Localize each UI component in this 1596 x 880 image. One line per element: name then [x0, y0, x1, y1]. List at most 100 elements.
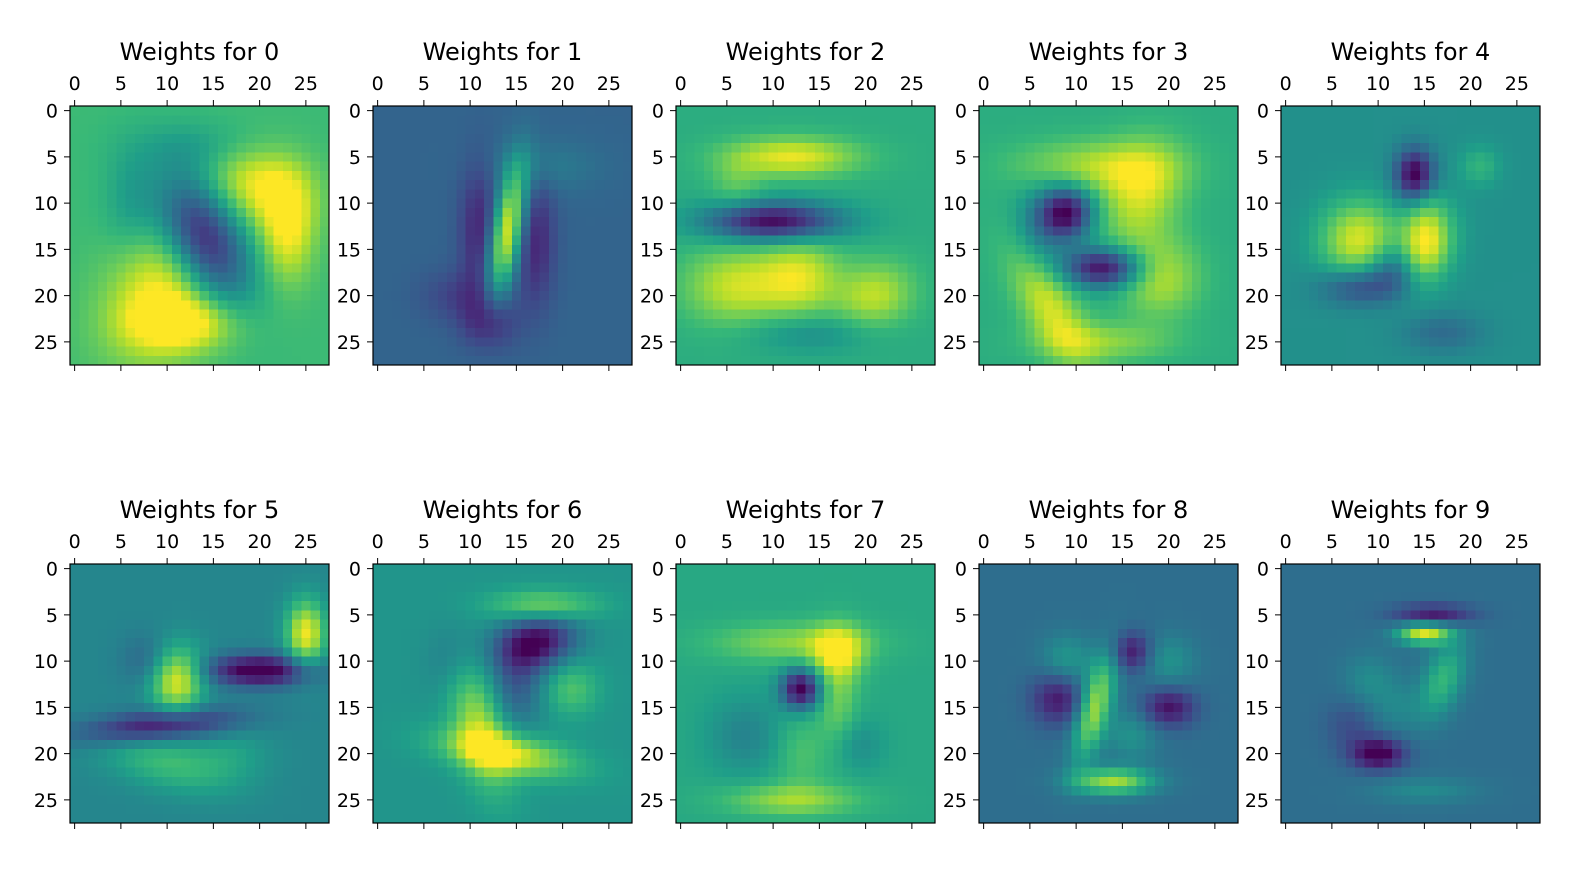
heatmap-cell: [301, 767, 311, 778]
heatmap-cell: [1299, 291, 1310, 301]
heatmap-cell: [1154, 143, 1165, 153]
heatmap-cell: [814, 300, 825, 310]
heatmap-cell: [255, 281, 265, 292]
heatmap-cell: [1016, 300, 1026, 310]
heatmap-cell: [1034, 198, 1045, 209]
heatmap-cell: [585, 337, 596, 347]
heatmap-cell: [1401, 124, 1411, 135]
heatmap-cell: [1034, 161, 1045, 172]
heatmap-cell: [1290, 281, 1300, 292]
heatmap-cell: [824, 263, 834, 273]
heatmap-cell: [1484, 309, 1495, 320]
heatmap-cell: [731, 170, 742, 181]
heatmap-cell: [888, 328, 899, 338]
heatmap-cell: [1401, 328, 1411, 338]
heatmap-cell: [567, 272, 577, 283]
heatmap-cell: [227, 712, 237, 722]
heatmap-cell: [759, 180, 769, 190]
heatmap-cell: [245, 628, 256, 639]
heatmap-cell: [1201, 124, 1211, 135]
heatmap-cell: [319, 582, 330, 593]
heatmap-cell: [208, 328, 219, 338]
heatmap-cell: [116, 601, 126, 611]
heatmap-cell: [740, 281, 751, 292]
heatmap-cell: [70, 730, 80, 741]
heatmap-cell: [759, 263, 769, 273]
heatmap-cell: [1355, 170, 1365, 181]
heatmap-cell: [264, 675, 274, 685]
heatmap-cell: [539, 198, 550, 209]
heatmap-cell: [199, 758, 210, 768]
heatmap-cell: [171, 591, 182, 602]
heatmap-cell: [1521, 318, 1532, 329]
heatmap-cell: [731, 207, 742, 218]
heatmap-cell: [722, 328, 732, 338]
heatmap-cell: [997, 254, 1008, 264]
heatmap-cell: [548, 124, 559, 135]
heatmap-cell: [1456, 272, 1467, 283]
heatmap-cell: [787, 328, 797, 338]
y-tick-label: 15: [337, 239, 361, 261]
heatmap-cell: [255, 337, 265, 347]
heatmap-cell: [1410, 115, 1421, 125]
heatmap-cell: [153, 749, 163, 759]
heatmap-cell: [1080, 133, 1091, 144]
heatmap-cell: [144, 749, 154, 759]
heatmap-cell: [731, 106, 742, 116]
heatmap-cell: [474, 564, 485, 574]
heatmap-cell: [1080, 170, 1091, 181]
heatmap-cell: [1016, 133, 1026, 144]
heatmap-cell: [694, 281, 705, 292]
heatmap-cell: [1355, 355, 1365, 366]
heatmap-cell: [218, 730, 228, 741]
heatmap-cell: [456, 217, 466, 227]
heatmap-cell: [1182, 226, 1193, 236]
heatmap-cell: [979, 207, 989, 218]
heatmap-cell: [319, 263, 330, 273]
heatmap-cell: [493, 355, 503, 366]
heatmap-cell: [1456, 189, 1467, 199]
heatmap-cell: [255, 217, 265, 227]
heatmap-cell: [925, 170, 936, 181]
heatmap-cell: [1127, 143, 1137, 153]
heatmap-cell: [400, 235, 411, 246]
heatmap-cell: [888, 346, 899, 357]
heatmap-cell: [676, 346, 686, 357]
heatmap-cell: [1090, 244, 1100, 255]
heatmap-cell: [870, 106, 880, 116]
heatmap-cell: [907, 309, 917, 320]
heatmap-cell: [1053, 133, 1063, 144]
heatmap-cell: [391, 170, 402, 181]
heatmap-cell: [1099, 124, 1109, 135]
heatmap-cell: [292, 272, 302, 283]
heatmap-cell: [1373, 207, 1384, 218]
x-tick-label: 0: [69, 531, 81, 553]
heatmap-cell: [382, 198, 392, 209]
heatmap-cell: [1080, 115, 1091, 125]
heatmap-cell: [107, 582, 117, 593]
heatmap-cell: [1034, 226, 1045, 236]
heatmap-cell: [419, 152, 429, 162]
heatmap-cell: [787, 291, 797, 301]
heatmap-cell: [1201, 207, 1211, 218]
heatmap-cell: [282, 767, 293, 778]
heatmap-cell: [879, 198, 890, 209]
heatmap-cell: [199, 573, 210, 583]
heatmap-cell: [925, 254, 936, 264]
heatmap-cell: [1419, 346, 1430, 357]
heatmap-cell: [474, 124, 485, 135]
heatmap-cell: [282, 564, 293, 574]
heatmap-cell: [1447, 217, 1458, 227]
heatmap-cell: [319, 180, 330, 190]
heatmap-cell: [181, 656, 191, 667]
heatmap-cell: [768, 217, 779, 227]
heatmap-cell: [162, 582, 173, 593]
heatmap-cell: [907, 318, 917, 329]
y-tick-label: 0: [46, 101, 58, 123]
heatmap-cell: [879, 180, 890, 190]
heatmap-cell: [282, 693, 293, 704]
heatmap-cell: [1429, 115, 1439, 125]
heatmap-cell: [740, 244, 751, 255]
heatmap-cell: [97, 300, 108, 310]
heatmap-cell: [576, 263, 587, 273]
